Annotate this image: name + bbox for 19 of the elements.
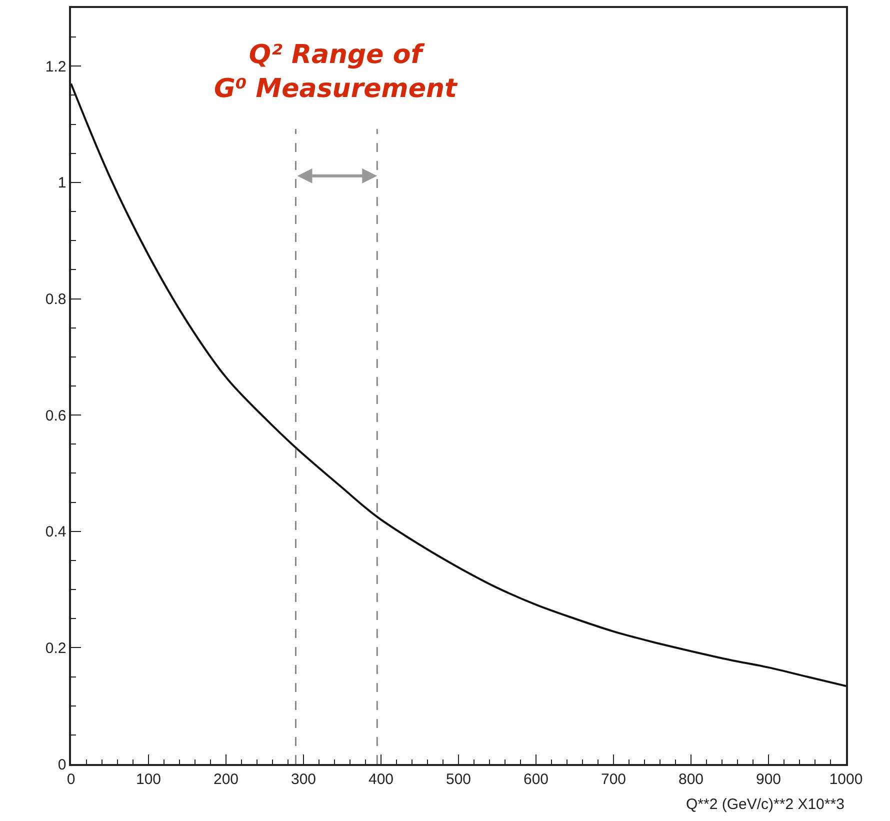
y-tick-label: 1.2 [45, 58, 66, 76]
x-tick-label: 1000 [829, 770, 863, 788]
y-tick-label: 0.8 [45, 291, 66, 308]
x-tick-label: 400 [368, 770, 394, 788]
x-tick-label: 100 [136, 770, 162, 788]
y-tick-label: 1 [58, 174, 66, 192]
x-tick-label: 600 [523, 770, 549, 788]
x-tick-label: 300 [290, 770, 316, 788]
y-tick-label: 0.4 [45, 524, 66, 541]
x-tick-label: 900 [756, 770, 782, 788]
y-tick-label: 0.6 [45, 407, 66, 424]
x-tick-label: 200 [213, 770, 239, 788]
annotation: Q² Range of G⁰ Measurement [214, 40, 459, 104]
y-tick-label: 0 [58, 756, 66, 774]
x-tick-label: 800 [678, 770, 704, 788]
x-tick-label: 500 [446, 770, 472, 788]
x-tick-label: 700 [600, 770, 626, 788]
y-tick-label: 0.2 [45, 640, 66, 657]
x-axis-title: Q**2 (GeV/c)**2 X10**3 [686, 796, 844, 813]
